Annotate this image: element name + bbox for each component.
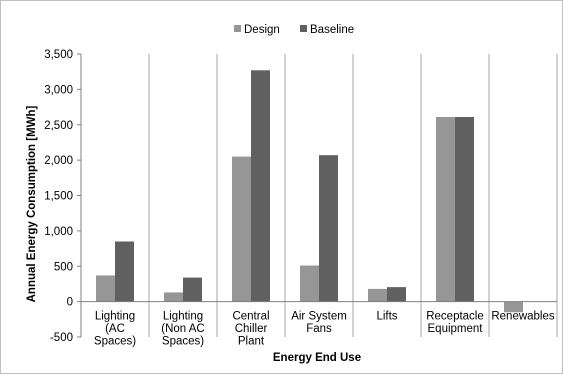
y-tick-label: 0 — [67, 297, 73, 309]
category-label: Chiller — [235, 323, 268, 335]
bar-baseline-5 — [455, 116, 474, 302]
legend-swatch-design — [234, 25, 241, 32]
category-label: Air System — [291, 311, 347, 323]
bar-baseline-1 — [183, 277, 202, 302]
y-tick-label: -500 — [50, 332, 73, 344]
bar-design-5 — [436, 116, 455, 302]
category-label: Renewables — [491, 311, 555, 323]
bar-baseline-2 — [251, 70, 270, 302]
legend-swatch-baseline — [300, 25, 307, 32]
y-tick-label: 1,000 — [44, 226, 73, 238]
bar-design-3 — [300, 265, 319, 302]
y-tick-label: 500 — [54, 261, 73, 273]
y-tick-label: 3,500 — [44, 49, 73, 61]
bar-baseline-3 — [319, 155, 338, 302]
bar-design-2 — [232, 156, 251, 302]
axes — [80, 54, 557, 337]
category-label: Central — [232, 311, 269, 323]
y-tick-label: 3,000 — [44, 84, 73, 96]
category-label: Lighting — [95, 311, 135, 323]
category-label: Lighting — [163, 311, 203, 323]
legend: Design Baseline — [234, 24, 354, 36]
category-label: Spaces) — [162, 336, 204, 348]
bar-design-6 — [504, 301, 523, 313]
category-label: Plant — [238, 336, 265, 348]
category-label: Spaces) — [94, 336, 136, 348]
y-tick-label: 2,500 — [44, 120, 73, 132]
category-label: (AC — [105, 323, 125, 335]
y-axis-ticks: -500 0 500 1,000 1,500 2,000 2,500 3,000 3,500 — [44, 49, 81, 344]
bar-design-4 — [368, 288, 387, 302]
category-label: (Non AC — [161, 323, 204, 335]
category-label: Lifts — [376, 311, 397, 323]
bar-design-1 — [164, 292, 183, 302]
legend-label-baseline: Baseline — [310, 24, 354, 36]
bar-baseline-4 — [387, 287, 406, 302]
category-label: Fans — [306, 323, 332, 335]
y-axis-title: Annual Energy Consumption [MWh] — [26, 105, 38, 302]
x-axis-title: Energy End Use — [273, 352, 361, 364]
category-label: Equipment — [428, 323, 484, 335]
bar-design-0 — [96, 275, 115, 302]
category-label: Receptacle — [426, 311, 484, 323]
legend-label-design: Design — [244, 24, 280, 36]
category-dividers — [148, 54, 558, 337]
y-tick-label: 2,000 — [44, 155, 73, 167]
y-tick-label: 1,500 — [44, 191, 73, 203]
bar-baseline-0 — [115, 241, 134, 302]
bars — [96, 70, 523, 313]
